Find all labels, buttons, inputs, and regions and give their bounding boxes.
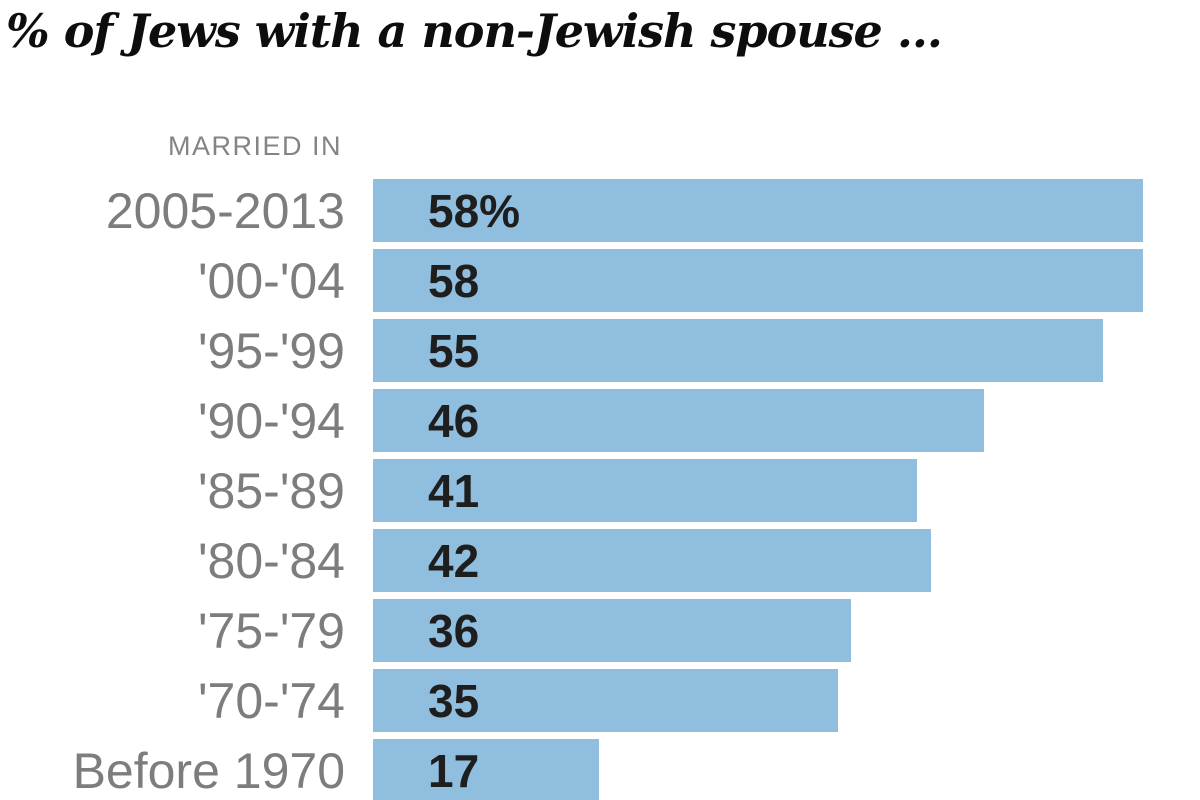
value-label: 36 <box>428 604 480 657</box>
bar: 35 <box>373 669 838 732</box>
value-label: 55 <box>428 324 480 377</box>
bar: 58 <box>373 249 1143 312</box>
category-label: '75-'79 <box>198 602 345 659</box>
bar: 55 <box>373 319 1104 382</box>
bar: 58% <box>373 179 1143 242</box>
bar-row: '75-'79 36 <box>0 599 1200 662</box>
value-label: 46 <box>428 394 480 447</box>
bar-row: '85-'89 41 <box>0 459 1200 522</box>
category-label: '00-'04 <box>198 252 345 309</box>
category-label: Before 1970 <box>72 742 345 799</box>
bar: 17 <box>373 739 599 800</box>
bar-row: 2005-2013 58% <box>0 179 1200 242</box>
category-label: '70-'74 <box>198 672 345 729</box>
value-label: 58% <box>428 184 521 237</box>
value-label: 17 <box>428 744 480 797</box>
chart-title: % of Jews with a non-Jewish spouse ... <box>6 4 943 58</box>
value-label: 58 <box>428 254 480 307</box>
bar: 36 <box>373 599 851 662</box>
category-label: 2005-2013 <box>105 182 345 239</box>
bar-rows: 2005-2013 58% '00-'04 58'95-'99 55'90-'94 46 '… <box>0 179 1200 800</box>
bar-row: '90-'94 46 <box>0 389 1200 452</box>
value-label: 42 <box>428 534 480 587</box>
category-label: '90-'94 <box>198 392 345 449</box>
category-label: '85-'89 <box>198 462 345 519</box>
bar: 42 <box>373 529 931 592</box>
bar: 41 <box>373 459 918 522</box>
group-label: MARRIED IN <box>167 131 342 161</box>
category-label: '95-'99 <box>198 322 345 379</box>
bar-row: '95-'99 55 <box>0 319 1200 382</box>
bar-row: '80-'84 42 <box>0 529 1200 592</box>
bar-row: '70-'74 35 <box>0 669 1200 732</box>
value-label: 35 <box>428 674 480 727</box>
category-label: '80-'84 <box>198 532 345 589</box>
value-label: 41 <box>428 464 480 517</box>
bar: 46 <box>373 389 984 452</box>
bar-row: '00-'04 58 <box>0 249 1200 312</box>
bar-row: Before 1970 17 <box>0 739 1200 800</box>
